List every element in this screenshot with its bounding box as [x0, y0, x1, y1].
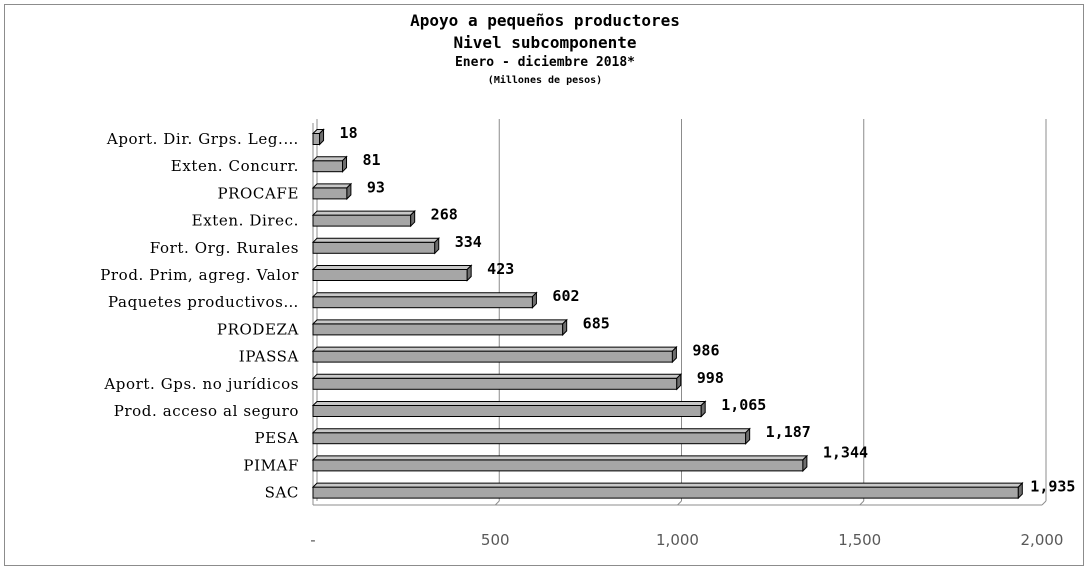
chart-units: (Millones de pesos) — [487, 75, 603, 86]
bar-side — [531, 291, 537, 309]
bar — [312, 133, 321, 145]
bar-top — [311, 265, 473, 270]
bar — [312, 160, 344, 173]
x-tick-label: 1,000 — [656, 531, 699, 549]
data-label: 986 — [692, 342, 719, 360]
category-label: PESA — [254, 429, 299, 447]
category-label: Exten. Concurr. — [171, 157, 299, 175]
data-label: 81 — [363, 151, 381, 169]
data-label: 334 — [455, 233, 482, 251]
data-label: 998 — [697, 369, 724, 387]
bar — [312, 241, 436, 254]
category-label: Aport. Gps. no jurídicos — [103, 375, 299, 393]
bar — [312, 459, 804, 472]
chart-frame: Apoyo a pequeños productores Nivel subco… — [4, 4, 1084, 566]
category-label: PRODEZA — [217, 320, 299, 338]
x-tick-label: 2,000 — [1021, 531, 1064, 549]
bar-side — [466, 264, 472, 282]
bar-side — [434, 237, 440, 255]
bar — [312, 269, 468, 281]
bar-side — [319, 128, 325, 146]
bar-top — [311, 455, 809, 461]
bar — [312, 486, 1019, 499]
bar — [312, 187, 348, 200]
bar-top — [311, 319, 568, 325]
bar-top — [311, 210, 416, 216]
bar-side — [745, 427, 751, 445]
bar-top — [311, 183, 353, 189]
gridline-floor — [494, 500, 500, 506]
bar-top — [311, 346, 678, 352]
bar-chart-plot: - 500 1,000 1,500 2,000 Aport. Dir. Grps. Leg… — [100, 119, 1075, 549]
x-tick-label: 500 — [481, 531, 510, 549]
category-label: Exten. Direc. — [192, 212, 299, 230]
x-tick-label: - — [310, 531, 315, 549]
bar — [312, 432, 747, 445]
bar — [312, 350, 673, 363]
bar — [312, 405, 702, 417]
bar-side — [802, 454, 808, 473]
bar — [312, 323, 564, 336]
category-label: Prod. acceso al seguro — [114, 402, 299, 420]
bar-top — [311, 237, 440, 243]
bar-side — [671, 345, 677, 364]
data-label: 93 — [367, 178, 385, 196]
bar-top — [311, 156, 348, 162]
bar-side — [700, 400, 706, 418]
data-label: 1,187 — [766, 423, 811, 441]
chart-subtitle: Nivel subcomponente — [453, 33, 637, 52]
bar — [312, 296, 533, 309]
category-label: Paquetes productivos… — [108, 293, 299, 311]
bar-top — [311, 401, 707, 406]
bar-side — [562, 318, 568, 337]
data-label: 1,935 — [1030, 478, 1075, 496]
bar-side — [410, 209, 416, 228]
bar-top — [311, 482, 1024, 488]
data-label: 685 — [583, 314, 610, 332]
chart-period: Enero - diciembre 2018* — [454, 55, 635, 70]
chart-title: Apoyo a pequeños productores — [410, 11, 680, 30]
bar — [312, 377, 678, 390]
data-label: 1,065 — [721, 396, 766, 414]
bar — [312, 214, 412, 227]
bar-side — [346, 182, 352, 201]
data-label: 18 — [340, 124, 358, 142]
data-label: 423 — [487, 260, 514, 278]
bar-top — [311, 428, 751, 434]
bar-side — [1017, 481, 1023, 500]
bar-top — [311, 292, 538, 298]
bar-side — [676, 373, 682, 391]
category-label: PIMAF — [243, 456, 299, 474]
bar-side — [342, 155, 348, 173]
category-label: IPASSA — [239, 348, 299, 366]
category-label: SAC — [265, 484, 299, 502]
category-label: PROCAFE — [217, 184, 299, 202]
category-label: Prod. Prim, agreg. Valor — [100, 266, 299, 284]
gridline-floor — [859, 500, 865, 506]
bar-top — [311, 373, 682, 379]
data-label: 602 — [552, 287, 579, 305]
data-label: 1,344 — [823, 443, 868, 461]
category-label: Aport. Dir. Grps. Leg.… — [106, 130, 299, 148]
data-label: 268 — [431, 206, 458, 224]
category-label: Fort. Org. Rurales — [150, 239, 299, 257]
gridline-floor — [677, 500, 682, 506]
gridline-floor — [1041, 500, 1047, 506]
x-tick-label: 1,500 — [838, 531, 881, 549]
